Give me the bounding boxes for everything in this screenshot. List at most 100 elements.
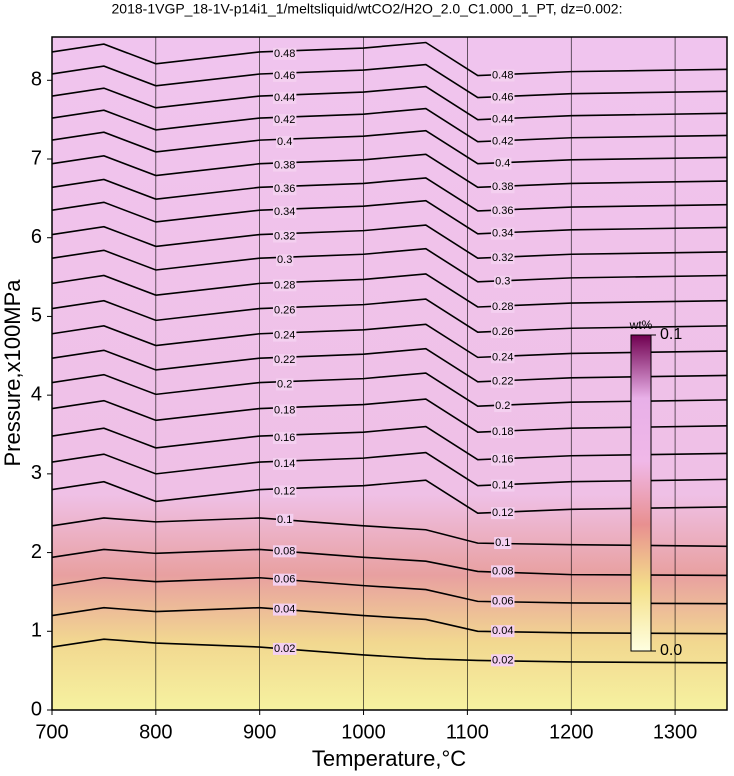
contour-label-bg xyxy=(491,181,515,194)
contour-label: 0.06 xyxy=(492,595,513,607)
contour-label: 0.4 xyxy=(495,158,510,170)
y-tick-label: 2 xyxy=(31,541,42,563)
plot-background xyxy=(52,37,727,710)
contour-line xyxy=(52,606,727,635)
contour-line xyxy=(52,107,727,143)
contour-label: 0.34 xyxy=(274,206,295,218)
contour-line xyxy=(52,425,727,461)
contour-label-bg xyxy=(276,136,294,149)
contour-label-bg xyxy=(272,457,297,470)
contour-label-bg xyxy=(491,453,515,466)
contour-label-bg xyxy=(272,642,297,655)
contour-label: 0.28 xyxy=(492,301,513,313)
contour-label-bg xyxy=(491,507,515,520)
contour-label: 0.04 xyxy=(492,625,513,637)
contour-label: 0.06 xyxy=(274,574,295,586)
y-tick-label: 1 xyxy=(31,620,42,642)
contour-line xyxy=(52,273,727,308)
contour-label: 0.44 xyxy=(274,92,295,104)
contour-label: 0.36 xyxy=(274,183,295,195)
contour-label: 0.14 xyxy=(274,458,295,470)
contour-line xyxy=(52,153,727,189)
contour-label: 0.14 xyxy=(492,480,513,492)
contour-label-bg xyxy=(272,329,297,342)
contour-label-bg xyxy=(276,513,294,526)
contour-label: 0.28 xyxy=(274,279,295,291)
plot-area: 0.02 0.02 0.04 0.04 0.06 0.06 0.08 0.08 0.1 0.1 0.… xyxy=(52,37,727,710)
contour-label-bg xyxy=(491,135,515,148)
contour-line xyxy=(52,548,727,577)
contour-label: 0.16 xyxy=(492,454,513,466)
contour-label: 0.24 xyxy=(274,330,295,342)
x-tick-label: 1100 xyxy=(446,721,489,743)
contour-label: 0.44 xyxy=(492,114,513,126)
y-tick-label: 6 xyxy=(31,226,42,248)
contour-label-bg xyxy=(491,375,515,388)
contour-label-bg xyxy=(494,275,512,288)
contour-label-bg xyxy=(272,91,297,104)
x-tick-label: 1300 xyxy=(653,721,698,743)
contour-label-bg xyxy=(272,69,297,82)
contour-label: 0.12 xyxy=(492,507,513,519)
contour-label: 0.04 xyxy=(274,604,295,616)
contour-label-bg xyxy=(272,485,297,498)
contour-label-bg xyxy=(491,625,515,638)
contour-label: 0.22 xyxy=(492,376,513,388)
x-tick-label: 800 xyxy=(139,721,172,743)
contour-label: 0.2 xyxy=(277,378,292,390)
contour-label-bg xyxy=(272,230,297,243)
contour-label-bg xyxy=(491,252,515,265)
contour-label: 0.32 xyxy=(274,230,295,242)
contour-label: 0.02 xyxy=(492,654,513,666)
contour-label: 0.18 xyxy=(492,426,513,438)
contour-label: 0.42 xyxy=(492,136,513,148)
contour-label-bg xyxy=(491,565,515,578)
contour-label-bg xyxy=(491,91,515,104)
contour-label: 0.26 xyxy=(274,304,295,316)
contour-label-bg xyxy=(491,204,515,217)
y-tick-label: 4 xyxy=(31,383,42,405)
contour-label: 0.3 xyxy=(277,254,292,266)
contour-line xyxy=(52,247,727,283)
overlay: 700 800 900 1000 1100 1200 1300012345678wt%0.0… xyxy=(31,36,728,743)
contour-line xyxy=(52,63,727,99)
contour-label-bg xyxy=(491,595,515,608)
contour-label: 0.08 xyxy=(274,545,295,557)
contour-label-bg xyxy=(491,351,515,364)
contour-label-bg xyxy=(272,279,297,292)
x-tick-label: 1000 xyxy=(341,721,386,743)
contour-label: 0.02 xyxy=(274,643,295,655)
colorbar xyxy=(630,334,652,652)
contour-label-bg xyxy=(272,431,297,444)
x-tick-label: 700 xyxy=(35,721,68,743)
contour-label-bg xyxy=(272,545,297,558)
y-tick-label: 5 xyxy=(31,305,42,327)
contour-label: 0.46 xyxy=(492,92,513,104)
contour-label: 0.1 xyxy=(495,537,510,549)
colorbar-tick-label: 0.0 xyxy=(660,642,682,659)
contour-label-bg xyxy=(272,183,297,196)
contour-label-bg xyxy=(491,326,515,339)
contour-line xyxy=(52,372,727,407)
y-tick-label: 3 xyxy=(31,462,42,484)
y-tick-label: 7 xyxy=(31,147,42,169)
contour-label-bg xyxy=(272,354,297,367)
plot-frame xyxy=(51,36,728,711)
contour-label: 0.4 xyxy=(277,136,292,148)
colorbar-title: wt% xyxy=(629,318,653,332)
contour-label-bg xyxy=(494,157,512,170)
contour-label-bg xyxy=(276,254,294,267)
x-tick-label: 1200 xyxy=(549,721,594,743)
contour-label: 0.12 xyxy=(274,486,295,498)
contour-label-bg xyxy=(494,537,512,550)
contour-line xyxy=(52,451,727,487)
contour-label: 0.48 xyxy=(274,48,295,60)
contour-label: 0.36 xyxy=(492,205,513,217)
contour-line xyxy=(52,398,727,433)
contour-label: 0.24 xyxy=(492,351,513,363)
contour-line xyxy=(52,638,727,664)
contour-label-bg xyxy=(272,573,297,586)
contour-label-bg xyxy=(272,603,297,616)
contour-label: 0.34 xyxy=(492,228,513,240)
